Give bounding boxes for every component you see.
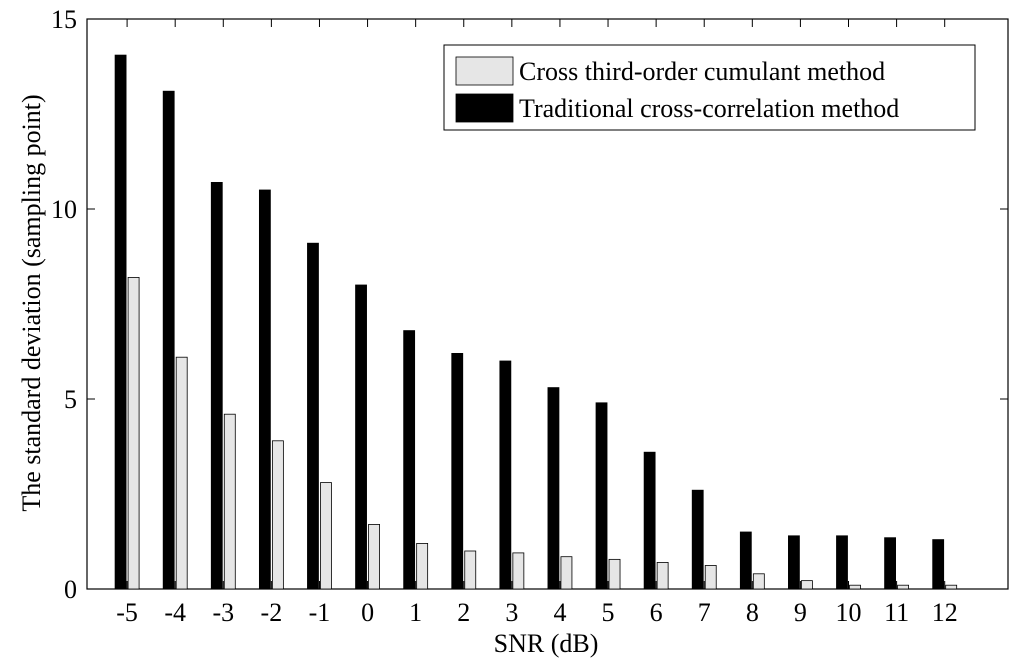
axis-ticks <box>87 18 1008 590</box>
bar-series2-2 <box>451 352 464 590</box>
bar-series1-11 <box>897 584 909 590</box>
x-tick-label: 2 <box>457 598 470 627</box>
x-tick-label: 8 <box>746 598 759 627</box>
x-tick-label: -3 <box>212 598 234 627</box>
bar-series1-6 <box>656 562 669 590</box>
bar-series1--2 <box>271 440 284 590</box>
bar-series2-7 <box>691 489 704 590</box>
y-tick-label: 5 <box>64 385 77 414</box>
x-tick-label: 12 <box>932 598 958 627</box>
x-tick-label: -1 <box>309 598 331 627</box>
y-tick-label: 10 <box>51 195 77 224</box>
bar-series2--3 <box>210 181 223 590</box>
bar-series1-7 <box>704 565 717 590</box>
bar-series1-1 <box>416 543 429 590</box>
plot-frame <box>86 18 1009 590</box>
bar-series2-3 <box>499 360 512 590</box>
bar-series1-12 <box>945 584 958 590</box>
y-tick-label: 15 <box>51 5 77 34</box>
x-tick-label: 0 <box>361 598 374 627</box>
bar-series2-1 <box>403 330 416 590</box>
bar-series2--2 <box>258 189 271 590</box>
bar-series1--4 <box>175 356 188 590</box>
x-tick-label: -2 <box>261 598 283 627</box>
bar-series2-12 <box>932 539 945 590</box>
x-tick-label: 4 <box>553 598 566 627</box>
bar-series1-4 <box>560 556 573 590</box>
x-tick-label: -5 <box>116 598 138 627</box>
bar-series2-4 <box>547 387 560 590</box>
y-tick-label: 0 <box>64 575 77 604</box>
legend-swatch-2 <box>455 93 514 123</box>
bar-series2-11 <box>884 537 896 590</box>
bar-series2--4 <box>162 90 175 590</box>
bar-series2-0 <box>355 284 367 590</box>
bar-series2--5 <box>114 54 127 590</box>
legend-label-2: Traditional cross-correlation method <box>519 94 899 123</box>
y-axis-label: The standard deviation (sampling point) <box>17 94 46 511</box>
x-tick-label: 11 <box>884 598 909 627</box>
bar-series1-5 <box>608 558 621 590</box>
legend-box <box>443 44 976 131</box>
bar-series1-10 <box>849 584 861 590</box>
bar-series1-9 <box>801 580 813 590</box>
bar-series2-8 <box>739 531 752 590</box>
bar-series1--1 <box>320 482 332 590</box>
bar-series1--5 <box>127 276 140 590</box>
bar-series1--3 <box>223 413 236 590</box>
x-tick-label: -4 <box>164 598 186 627</box>
bar-series1-8 <box>752 573 765 590</box>
x-axis-label: SNR (dB) <box>494 629 599 658</box>
bar-series2-10 <box>836 535 848 590</box>
x-tick-label: 1 <box>409 598 422 627</box>
x-tick-label: 10 <box>836 598 862 627</box>
bar-series2-9 <box>788 535 800 590</box>
legend: Cross third-order cumulant method Traditi… <box>443 44 976 131</box>
x-tick-label: 7 <box>698 598 711 627</box>
bar-series2-5 <box>595 402 608 590</box>
x-tick-label: 6 <box>650 598 663 627</box>
bar-series1-3 <box>512 552 525 590</box>
bars <box>114 54 958 590</box>
bar-series1-0 <box>368 524 380 590</box>
bar-series2--1 <box>307 242 319 590</box>
x-tick-label: 5 <box>602 598 615 627</box>
bar-series1-2 <box>464 550 477 590</box>
x-tick-label: 9 <box>794 598 807 627</box>
x-tick-label: 3 <box>505 598 518 627</box>
plot-border <box>86 18 1009 590</box>
legend-swatch-1 <box>455 56 514 86</box>
bar-series2-6 <box>643 451 656 590</box>
legend-label-1: Cross third-order cumulant method <box>519 57 885 86</box>
